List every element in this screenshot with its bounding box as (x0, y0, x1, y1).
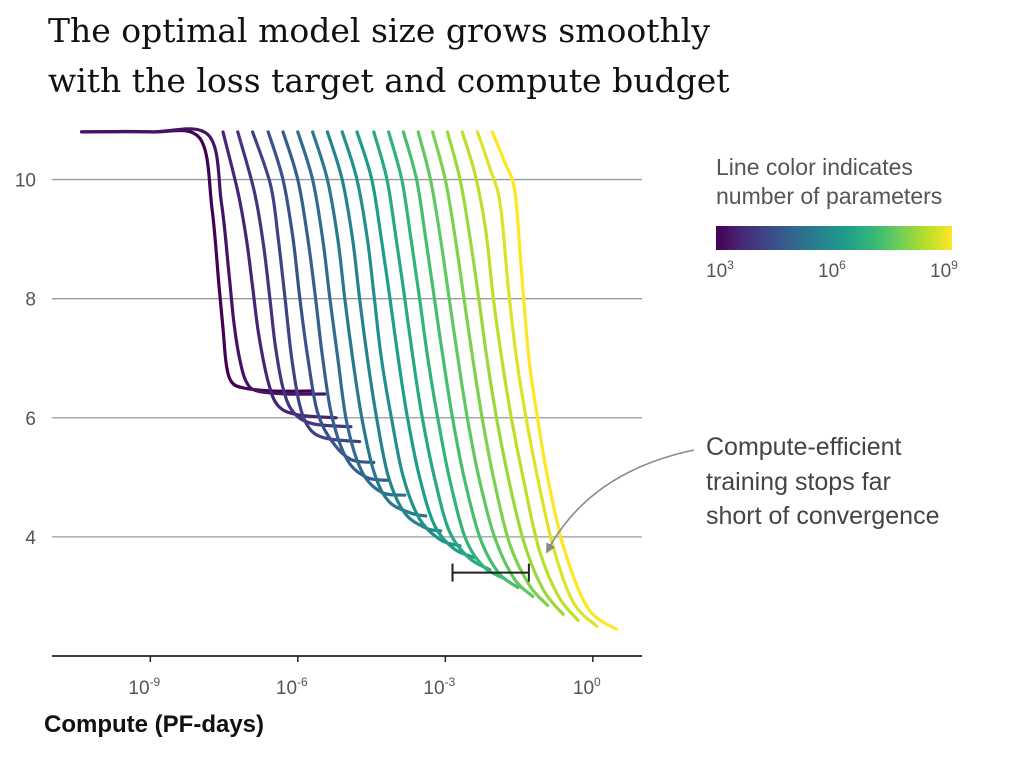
y-grid (52, 178, 642, 538)
series-line-8 (296, 130, 407, 497)
annotation: Compute-efficient training stops far sho… (451, 433, 939, 582)
y-tick-labels: 4 6 8 10 (15, 171, 37, 549)
series-line-7 (281, 130, 391, 482)
series-line-15 (401, 130, 520, 590)
y-tick-label: 4 (25, 528, 36, 549)
x-axis-label: Compute (PF-days) (44, 711, 264, 738)
colorbar-tick-label: 106 (818, 258, 846, 282)
x-tick-label: 10-3 (423, 675, 455, 699)
annotation-line-1: Compute-efficient (706, 433, 902, 461)
convergence-bracket (451, 563, 530, 582)
annotation-line-3: short of convergence (706, 502, 939, 530)
colorbar-title-line-2: number of parameters (716, 183, 942, 209)
x-tick-label: 10-6 (276, 675, 308, 699)
y-tick-label: 10 (15, 171, 36, 192)
series-line-2 (80, 127, 327, 396)
series-line-21 (490, 130, 618, 631)
series-group (80, 127, 618, 631)
series-line-1 (80, 128, 315, 393)
series-line-10 (325, 130, 443, 533)
colorbar-tick-label: 103 (706, 258, 734, 282)
y-tick-label: 8 (25, 290, 36, 311)
annotation-arrow (546, 449, 695, 554)
colorbar-tick-label: 109 (930, 258, 958, 282)
series-line-3 (221, 130, 338, 420)
series-line-14 (387, 130, 507, 581)
chart-title-line-2: with the loss target and compute budget (48, 61, 730, 100)
series-line-20 (475, 130, 599, 628)
series-line-13 (372, 130, 492, 572)
series-line-5 (251, 130, 362, 444)
series-line-9 (311, 130, 428, 518)
x-tick-label: 10-9 (128, 675, 160, 699)
x-tick-label: 100 (573, 675, 601, 699)
x-tick-labels: 10-9 10-6 10-3 100 (128, 656, 601, 699)
y-tick-label: 6 (25, 409, 36, 430)
colorbar (716, 226, 952, 250)
series-line-19 (460, 130, 580, 622)
series-line-17 (431, 130, 550, 607)
chart-title-line-1: The optimal model size grows smoothly (48, 11, 710, 50)
colorbar-legend: Line color indicates number of parameter… (706, 154, 958, 282)
series-line-12 (355, 130, 477, 560)
colorbar-title-line-1: Line color indicates (716, 154, 913, 180)
annotation-line-2: training stops far (706, 468, 891, 496)
colorbar-tick-labels: 103 106 109 (706, 258, 958, 282)
series-line-18 (445, 130, 565, 616)
series-line-16 (416, 130, 535, 598)
series-line-11 (340, 130, 462, 548)
